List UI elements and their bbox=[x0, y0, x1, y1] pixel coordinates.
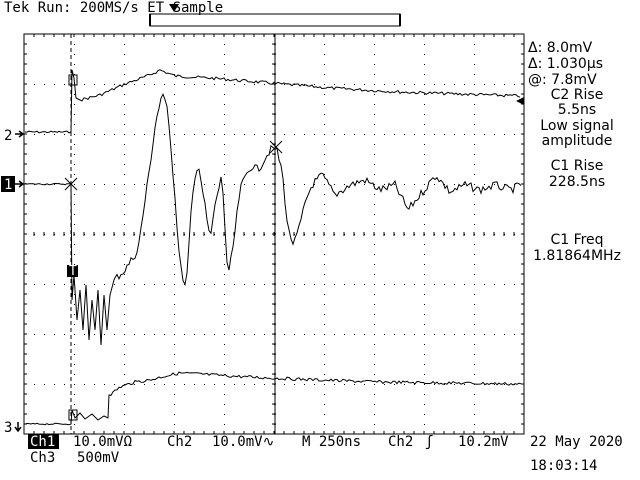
ch3-trigger-marker bbox=[68, 409, 78, 421]
cursor-delta-voltage: Δ: 8.0mV bbox=[528, 40, 593, 56]
acquisition-status: Tek Run: 200MS/s ET Sample bbox=[4, 0, 223, 16]
trigger-slope-icon: ʃ bbox=[425, 434, 433, 450]
c2-rise-title: C2 Rise bbox=[551, 87, 604, 103]
ch3-ground-marker[interactable]: 3 bbox=[4, 420, 22, 436]
graticule bbox=[23, 33, 525, 435]
ch1-trace bbox=[24, 92, 522, 346]
waveform-traces bbox=[24, 69, 522, 426]
svg-text:2: 2 bbox=[4, 128, 12, 144]
warning-line-2: amplitude bbox=[542, 133, 613, 149]
edge-ticks bbox=[23, 33, 525, 435]
ch1-badge[interactable]: Ch1 bbox=[28, 434, 59, 450]
ch2-label: Ch2 bbox=[167, 434, 192, 450]
ch1-ground-marker[interactable]: 1 bbox=[1, 176, 25, 193]
ch2-ground-marker[interactable]: 2 bbox=[4, 128, 25, 144]
trigger-source: Ch2 bbox=[388, 434, 413, 450]
trigger-level-marker[interactable] bbox=[516, 97, 524, 105]
c1-freq-title: C1 Freq bbox=[550, 232, 603, 248]
ch3-scale: 500mV bbox=[77, 450, 120, 466]
ch2-scale: 10.0mV∿ bbox=[212, 434, 274, 450]
ch1-scale: 10.0mVΩ bbox=[73, 434, 132, 450]
c1-rise-title: C1 Rise bbox=[551, 158, 604, 174]
date: 22 May 2020 bbox=[530, 434, 623, 450]
cursor-x-marker-1 bbox=[64, 177, 78, 191]
cursor-delta-time: Δ: 1.030μs bbox=[528, 56, 603, 72]
trigger-position-icon bbox=[169, 4, 179, 12]
svg-text:Ch1: Ch1 bbox=[30, 434, 55, 450]
trigger-level: 10.2mV bbox=[458, 434, 509, 450]
warning-line-1: Low signal bbox=[540, 118, 613, 134]
ch2-trigger-marker bbox=[68, 74, 78, 86]
c1-freq-value: 1.81864MHz bbox=[533, 248, 621, 264]
ch3-trace bbox=[24, 371, 522, 426]
c2-rise-value: 5.5ns bbox=[558, 102, 596, 118]
cursor-x-marker-2 bbox=[269, 140, 283, 154]
svg-text:T: T bbox=[69, 264, 77, 279]
ch2-trace bbox=[24, 69, 521, 134]
time: 18:03:14 bbox=[530, 458, 597, 474]
record-view-indicator bbox=[149, 13, 401, 27]
measurement-readout: Δ: 8.0mV Δ: 1.030μs @: 7.8mV C2 Rise 5.5… bbox=[528, 40, 621, 264]
svg-text:1: 1 bbox=[4, 177, 12, 193]
c1-rise-value: 228.5ns bbox=[549, 174, 605, 190]
svg-text:3: 3 bbox=[4, 420, 12, 436]
ch3-label: Ch3 bbox=[30, 450, 55, 466]
trigger-point-marker: T bbox=[67, 264, 78, 279]
footer-status: Ch1 10.0mVΩ Ch2 10.0mV∿ M 250ns Ch2 ʃ 10… bbox=[28, 434, 623, 474]
cursor-at-voltage: @: 7.8mV bbox=[528, 72, 597, 88]
timebase: M 250ns bbox=[302, 434, 361, 450]
